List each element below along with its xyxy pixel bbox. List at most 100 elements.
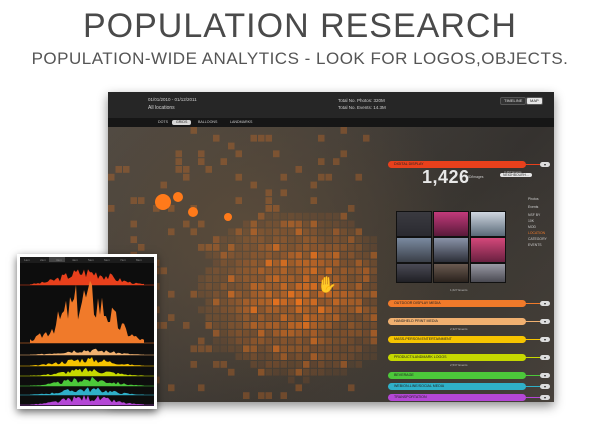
thumbnail[interactable] (470, 263, 506, 283)
expand-arrow-icon[interactable]: ▾ (540, 355, 550, 360)
thumbnail[interactable] (396, 211, 432, 237)
heat-cell (160, 267, 167, 275)
heat-cell (295, 345, 302, 353)
side-label-location[interactable]: LOCATION (528, 231, 546, 235)
image-counter: 1,426 (422, 167, 470, 187)
heat-cell (288, 329, 295, 337)
category-digital-display[interactable]: DIGITAL DISPLAY (388, 161, 526, 168)
heat-cell (325, 290, 332, 298)
thumbnail[interactable] (433, 263, 469, 283)
heat-cell (198, 337, 205, 345)
tab-dots[interactable]: DOTS (158, 120, 168, 124)
heat-cell (303, 220, 310, 228)
side-label-events2[interactable]: EVENTS (528, 243, 542, 247)
timeline-histogram (30, 367, 144, 376)
expand-arrow-icon[interactable]: ▾ (540, 384, 550, 389)
category-mass-entertainment[interactable]: MASS-PERSON ENTERTAINMENT (388, 336, 526, 343)
heat-cell (318, 329, 325, 337)
expand-arrow-icon[interactable]: ▾ (540, 319, 550, 324)
map-view[interactable]: ✋ 1,426 ID/Images NEIGHBOURH... Photos E… (108, 127, 554, 402)
expand-arrow-icon[interactable]: ▾ (540, 162, 550, 167)
heat-cell (295, 212, 302, 220)
heat-cell (348, 361, 355, 368)
tab-grids[interactable]: GRIDS (172, 120, 192, 125)
thumbnail[interactable] (433, 237, 469, 263)
heat-cell (258, 220, 265, 228)
heat-cell (310, 267, 317, 275)
category-outdoor-display[interactable]: OUTDOOR DISPLAY MEDIA (388, 300, 526, 307)
expand-arrow-icon[interactable]: ▾ (540, 337, 550, 342)
heat-cell (205, 283, 212, 290)
heat-cell (325, 298, 332, 306)
category-product-logos[interactable]: PRODUCT/LANDMARK LOGOS (388, 354, 526, 361)
heat-cell (333, 361, 340, 368)
heat-cell (340, 259, 347, 267)
heat-cell (273, 314, 280, 321)
heat-cell (363, 290, 370, 298)
thumbnail[interactable] (470, 211, 506, 237)
category-handheld-print[interactable]: HANDHELD PRINT MEDIA (388, 318, 526, 325)
heat-cell (333, 228, 340, 236)
side-label-category[interactable]: CATEGORY (528, 237, 547, 241)
heat-cell (295, 228, 302, 236)
heat-cell (318, 314, 325, 321)
search-input[interactable]: NEIGHBOURH... (500, 173, 532, 177)
heat-cell (280, 267, 287, 275)
expand-arrow-icon[interactable]: ▾ (540, 395, 550, 400)
heat-cell (265, 228, 272, 236)
heat-cell (325, 173, 332, 181)
heat-cell (265, 298, 272, 306)
heat-cell (288, 220, 295, 228)
heat-cell (265, 290, 272, 298)
expand-arrow-icon[interactable]: ▾ (540, 301, 550, 306)
heat-cell (355, 267, 362, 275)
side-label-10k: 10K (528, 219, 535, 223)
heat-cell (303, 329, 310, 337)
category-transportation[interactable]: TRANSPORTATION (388, 394, 526, 401)
timeline-tick: 3am (56, 258, 62, 262)
heat-cell (250, 251, 257, 259)
heat-cell (228, 314, 235, 321)
heat-cell (205, 345, 212, 353)
heat-cell (265, 205, 272, 212)
heat-cell (220, 345, 227, 353)
heat-cell (325, 361, 332, 368)
thumbnail[interactable] (470, 237, 506, 263)
heat-cell (355, 345, 362, 353)
heat-cell (243, 353, 250, 360)
heat-cell (340, 220, 347, 228)
heat-cell (258, 361, 265, 368)
heat-cell (280, 228, 287, 236)
heat-cell (243, 290, 250, 298)
thumbnail[interactable] (396, 263, 432, 283)
heat-cell (340, 251, 347, 259)
thumbnail[interactable] (396, 237, 432, 263)
heat-cell (273, 259, 280, 267)
heat-cell (348, 259, 355, 267)
heat-cell (198, 150, 205, 158)
heat-cell (243, 236, 250, 243)
heat-cell (348, 353, 355, 360)
timeline-view-button[interactable]: TIMELINE (500, 97, 527, 105)
category-beverage[interactable]: BEVERAGE (388, 372, 526, 379)
heat-cell (310, 236, 317, 243)
tab-landmarks[interactable]: LANDMARKS (230, 120, 253, 124)
expand-arrow-icon[interactable]: ▾ (540, 373, 550, 378)
heat-cell (318, 220, 325, 228)
heat-cell (340, 368, 347, 376)
heat-cell (340, 314, 347, 321)
map-view-button[interactable]: MAP (526, 97, 543, 105)
heat-cell (363, 236, 370, 243)
heat-cell (258, 228, 265, 236)
timeline-selection[interactable] (49, 257, 65, 262)
heat-cell (235, 197, 242, 204)
category-web-social[interactable]: WEB/ON-LINE/SOCIAL MEDIA (388, 383, 526, 390)
heat-cell (295, 322, 302, 329)
heat-cell (303, 267, 310, 275)
heat-cell (265, 236, 272, 243)
heat-cell (303, 306, 310, 314)
heat-cell (348, 306, 355, 314)
tab-balloons[interactable]: BALLOONS (198, 120, 218, 124)
thumbnail[interactable] (433, 211, 469, 237)
heat-cell (280, 189, 287, 197)
